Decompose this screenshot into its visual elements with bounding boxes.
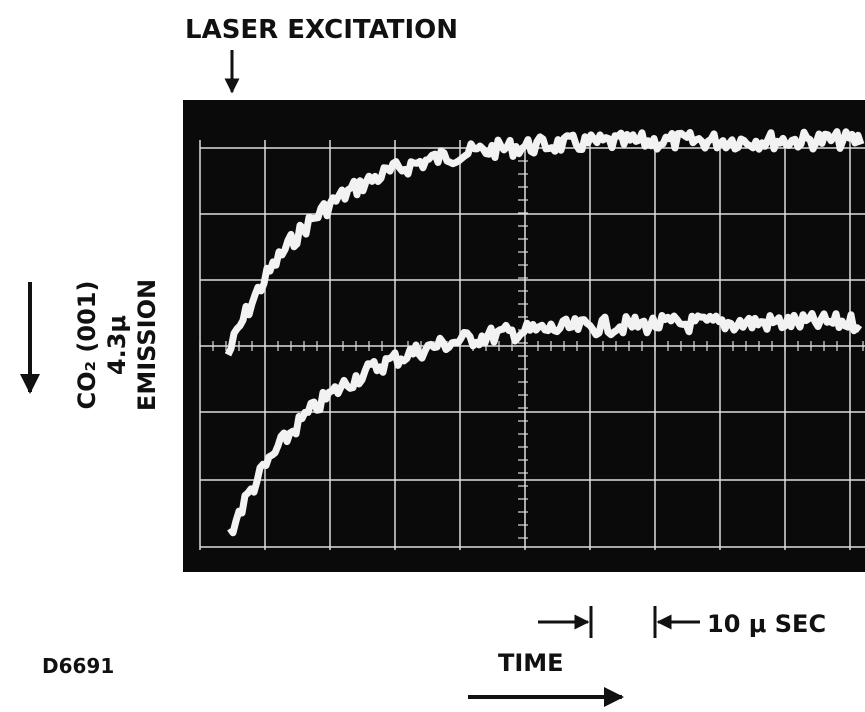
- trace: [224, 128, 865, 357]
- title: LASER EXCITATION: [185, 15, 458, 45]
- y-label-line: 4.3μ: [103, 315, 131, 375]
- y-label-line: EMISSION: [133, 279, 161, 411]
- y-label: CO₂ (001) 4.3μ EMISSION: [73, 279, 161, 411]
- grid: [199, 140, 865, 550]
- y-label-line: CO₂ (001): [73, 281, 101, 410]
- scale-label: 10 μ SEC: [707, 610, 826, 638]
- traces: [224, 128, 865, 537]
- x-label: TIME: [498, 649, 564, 677]
- trace: [227, 310, 863, 537]
- figure-id: D6691: [42, 654, 114, 678]
